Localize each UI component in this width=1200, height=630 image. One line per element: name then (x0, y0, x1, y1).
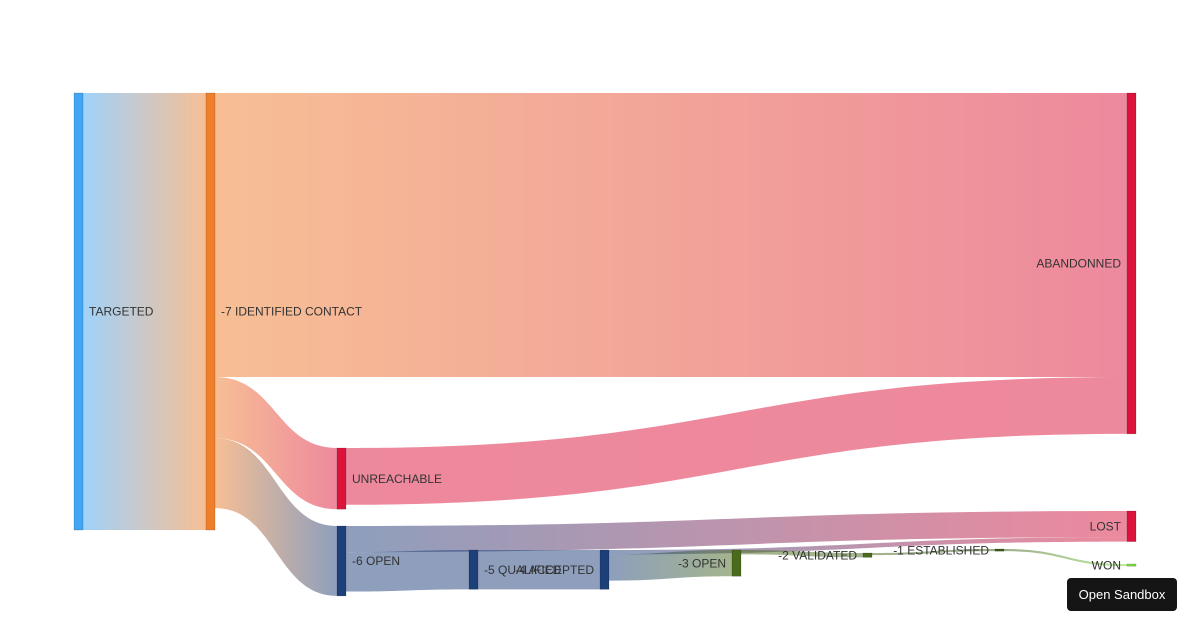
node-label: TARGETED (89, 305, 154, 319)
node (1126, 563, 1137, 567)
link (872, 549, 995, 556)
node-label: -2 VALIDATED (778, 548, 857, 562)
node-label: WON (1092, 558, 1121, 572)
node (994, 548, 1005, 552)
link (215, 438, 337, 596)
node-label: -1 ESTABLISHED (893, 543, 989, 557)
open-sandbox-button[interactable]: Open Sandbox (1067, 578, 1177, 611)
link (609, 550, 732, 581)
node-label: -7 IDENTIFIED CONTACT (221, 305, 363, 319)
node-label: -5 QUALIFIED (484, 563, 562, 577)
node-label: LOST (1090, 519, 1122, 533)
node (73, 92, 84, 531)
link (215, 377, 337, 510)
node (336, 447, 347, 510)
node (336, 525, 347, 597)
node-label: -3 OPEN (678, 556, 726, 570)
link (478, 550, 600, 590)
node-label: ABANDONNED (1036, 257, 1121, 271)
node (205, 92, 216, 531)
link (346, 511, 1127, 553)
node (1126, 510, 1137, 542)
link (741, 550, 863, 558)
link (83, 93, 206, 530)
node-label: -6 OPEN (352, 554, 400, 568)
link (215, 93, 1127, 378)
link (346, 377, 1127, 505)
node (1126, 92, 1137, 435)
node (599, 549, 610, 590)
node-label: UNREACHABLE (352, 472, 442, 486)
node (862, 552, 873, 558)
node (468, 549, 479, 590)
node (731, 549, 742, 577)
link (346, 550, 469, 592)
node-label: -4 ACCEPTED (515, 563, 594, 577)
link (1004, 549, 1127, 567)
